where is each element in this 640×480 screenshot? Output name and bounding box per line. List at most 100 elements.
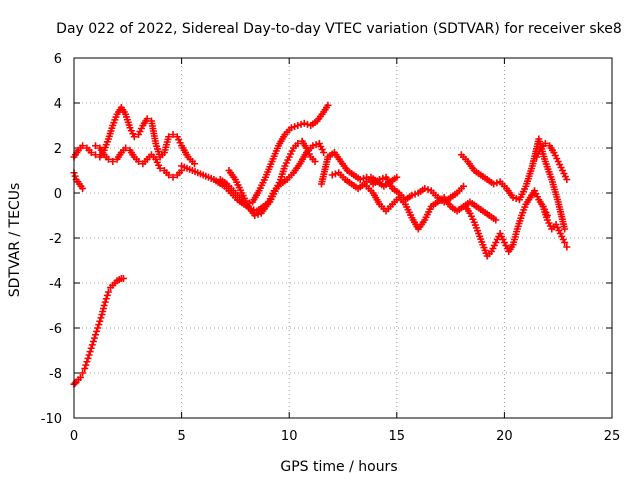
- data-point: [328, 171, 336, 179]
- data-point: [94, 324, 102, 332]
- data-point: [311, 158, 319, 165]
- data-point: [421, 185, 429, 192]
- series-arc-g: [225, 140, 328, 219]
- data-point: [143, 115, 151, 123]
- x-tick-label: 25: [604, 429, 621, 444]
- data-point: [460, 182, 468, 190]
- data-point: [85, 351, 93, 359]
- data-point: [90, 334, 98, 342]
- x-tick-label: 0: [70, 429, 78, 444]
- data-point: [563, 243, 571, 251]
- data-point: [165, 171, 173, 179]
- data-point: [309, 142, 317, 150]
- data-point: [104, 288, 112, 296]
- data-point: [93, 327, 101, 335]
- data-point: [100, 302, 108, 309]
- y-axis-label: SDTVAR / TECUs: [7, 183, 23, 298]
- series-arc-c: [70, 104, 199, 168]
- data-point: [130, 133, 138, 141]
- series-arc-k: [462, 187, 551, 260]
- data-point: [79, 142, 87, 150]
- data-point: [89, 338, 97, 345]
- data-point: [251, 212, 259, 219]
- data-point: [95, 321, 103, 329]
- data-point: [561, 239, 569, 246]
- plot-frame: [73, 57, 613, 419]
- data-point: [104, 155, 112, 163]
- data-point: [156, 164, 164, 172]
- x-tick-label: 15: [389, 429, 406, 444]
- data-point: [169, 131, 177, 138]
- data-point: [119, 275, 127, 282]
- data-point: [297, 120, 305, 128]
- data-point: [331, 170, 339, 178]
- data-point: [393, 173, 401, 181]
- series-arc-m: [533, 140, 571, 183]
- data-point: [79, 369, 87, 377]
- grid-lines: [74, 58, 612, 418]
- data-point: [493, 179, 501, 187]
- series-arc-d: [92, 142, 186, 181]
- series-arc-a: [70, 169, 87, 192]
- data-point: [86, 348, 94, 356]
- y-tick-label: -10: [41, 412, 62, 427]
- data-point: [379, 174, 387, 182]
- y-tick-label: -8: [49, 367, 62, 382]
- data-point: [291, 123, 299, 131]
- data-point: [96, 317, 104, 325]
- data-point: [191, 160, 199, 168]
- data-point: [102, 295, 110, 303]
- x-axis-label: GPS time / hours: [280, 459, 397, 475]
- x-tick-labels: 0 5 10 15 20 25: [70, 429, 620, 444]
- data-series: [70, 101, 571, 388]
- data-point: [509, 194, 517, 201]
- y-tick-label: 0: [54, 187, 62, 202]
- x-tick-label: 5: [177, 429, 185, 444]
- data-point: [320, 149, 328, 156]
- chart-title: Day 022 of 2022, Sidereal Day-to-day VTE…: [56, 21, 622, 37]
- data-point: [81, 365, 89, 372]
- data-point: [82, 361, 90, 369]
- series-arc-i: [328, 169, 401, 192]
- data-point: [424, 186, 432, 194]
- data-point: [300, 119, 308, 127]
- data-point: [71, 172, 79, 180]
- data-point: [492, 216, 500, 224]
- y-tick-label: 4: [54, 97, 62, 112]
- data-point: [97, 314, 105, 322]
- data-point: [135, 158, 143, 165]
- y-tick-labels: -10 -8 -6 -4 -2 0 2 4 6: [41, 52, 62, 427]
- data-point: [254, 210, 262, 218]
- data-point: [359, 174, 367, 182]
- series-arc-f: [216, 101, 332, 208]
- data-point: [101, 298, 109, 306]
- x-tick-label: 10: [281, 429, 298, 444]
- data-point: [103, 291, 111, 299]
- data-point: [92, 142, 100, 150]
- x-tick-label: 20: [496, 429, 513, 444]
- data-point: [490, 180, 498, 188]
- data-point: [76, 374, 84, 381]
- data-point: [356, 176, 364, 183]
- series-arc-h: [317, 149, 468, 206]
- y-tick-label: -2: [49, 232, 62, 247]
- data-point: [169, 173, 177, 181]
- y-tick-label: 2: [54, 142, 62, 157]
- series-arc-b: [70, 275, 127, 388]
- data-point: [561, 225, 569, 233]
- data-point: [84, 354, 92, 362]
- series-arc-n: [539, 203, 571, 251]
- y-tick-label: -6: [49, 322, 62, 337]
- series-arc-j: [363, 182, 500, 233]
- y-tick-label: 6: [54, 52, 62, 67]
- data-point: [109, 158, 117, 165]
- data-point: [563, 176, 571, 183]
- data-point: [92, 331, 100, 339]
- data-point: [294, 122, 302, 129]
- data-point: [411, 190, 419, 198]
- data-point: [165, 133, 173, 141]
- data-point: [324, 101, 332, 109]
- data-point: [88, 341, 96, 349]
- data-point: [79, 185, 87, 192]
